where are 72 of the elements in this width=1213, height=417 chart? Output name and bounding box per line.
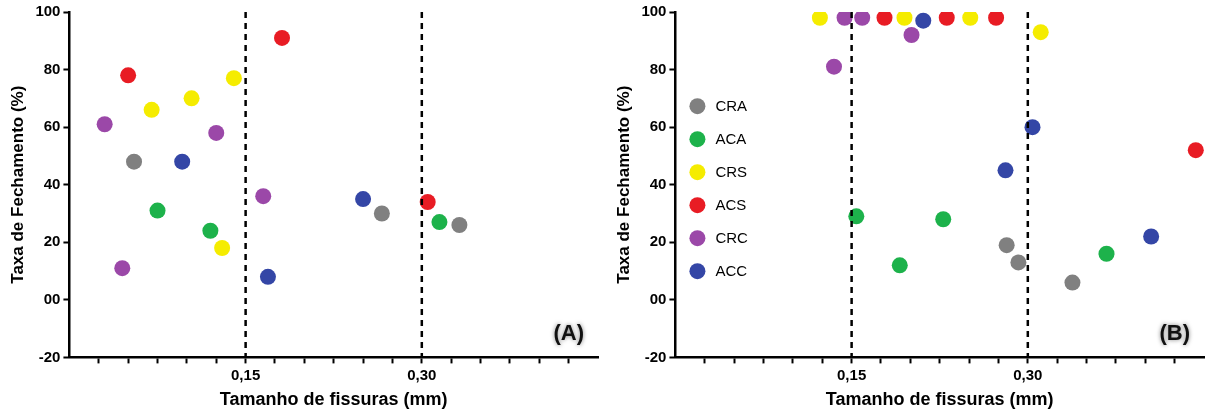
y-axis-title: Taxa de Fechamento (%) xyxy=(613,85,633,284)
point xyxy=(419,193,436,210)
point xyxy=(96,116,113,133)
x-tick-label: 0,30 xyxy=(407,365,437,383)
point xyxy=(997,162,1014,179)
x-axis-title: Tamanho de fissuras (mm) xyxy=(825,389,1054,410)
legend-label: CRA xyxy=(715,97,748,115)
annotation: (B) xyxy=(1159,320,1190,346)
point xyxy=(431,214,448,231)
y-tick-label: 60 xyxy=(649,117,667,135)
y-tick-label: 20 xyxy=(649,232,667,250)
point xyxy=(373,205,390,222)
point xyxy=(811,12,828,26)
point xyxy=(126,153,143,170)
point xyxy=(355,191,372,208)
legend-label: ACC xyxy=(715,262,748,280)
y-tick-label: 80 xyxy=(43,59,61,77)
point xyxy=(274,29,291,46)
point xyxy=(255,188,272,205)
point xyxy=(1010,254,1027,271)
y-tick-label: 00 xyxy=(649,289,667,307)
y-tick-label: 100 xyxy=(35,2,61,20)
point xyxy=(1143,228,1160,245)
point xyxy=(143,101,160,118)
y-tick-label: 40 xyxy=(649,174,667,192)
point xyxy=(1024,119,1041,136)
y-tick-label: 60 xyxy=(43,117,61,135)
y-axis-title: Taxa de Fechamento (%) xyxy=(7,85,27,284)
point xyxy=(854,12,871,26)
point xyxy=(1032,24,1049,41)
point xyxy=(836,12,853,26)
x-tick-label: 0,15 xyxy=(231,365,261,383)
point xyxy=(174,153,191,170)
y-tick-label: 20 xyxy=(43,232,61,250)
point xyxy=(225,70,242,87)
point xyxy=(998,237,1015,254)
x-axis-title: Tamanho de fissuras (mm) xyxy=(219,389,448,410)
annotation: (A) xyxy=(553,320,584,346)
point xyxy=(896,12,913,26)
point xyxy=(988,12,1005,26)
point xyxy=(202,222,219,239)
point xyxy=(903,27,920,44)
y-tick-label: -20 xyxy=(38,347,61,365)
y-tick-label: -20 xyxy=(644,347,667,365)
y-tick-label: 100 xyxy=(641,2,667,20)
point xyxy=(876,12,893,26)
x-tick-label: 0,15 xyxy=(837,365,867,383)
point xyxy=(214,240,231,257)
point xyxy=(938,12,955,26)
x-tick-label: 0,30 xyxy=(1013,365,1043,383)
point xyxy=(259,268,276,285)
legend-label: CRS xyxy=(715,163,748,181)
point xyxy=(120,67,137,84)
point xyxy=(208,124,225,141)
legend-label: ACS xyxy=(715,196,747,214)
point xyxy=(915,12,932,29)
y-tick-label: 80 xyxy=(649,59,667,77)
point xyxy=(1187,142,1204,159)
point xyxy=(114,260,131,277)
point xyxy=(1098,245,1115,262)
point xyxy=(183,90,200,107)
point xyxy=(962,12,979,26)
point xyxy=(826,58,842,75)
y-tick-label: 00 xyxy=(43,289,61,307)
point xyxy=(891,257,908,274)
point xyxy=(935,211,952,228)
legend-label: ACA xyxy=(715,130,747,148)
point xyxy=(451,217,468,233)
legend-label: CRC xyxy=(715,229,749,247)
point xyxy=(1064,274,1081,291)
y-tick-label: 40 xyxy=(43,174,61,192)
point xyxy=(149,202,166,219)
